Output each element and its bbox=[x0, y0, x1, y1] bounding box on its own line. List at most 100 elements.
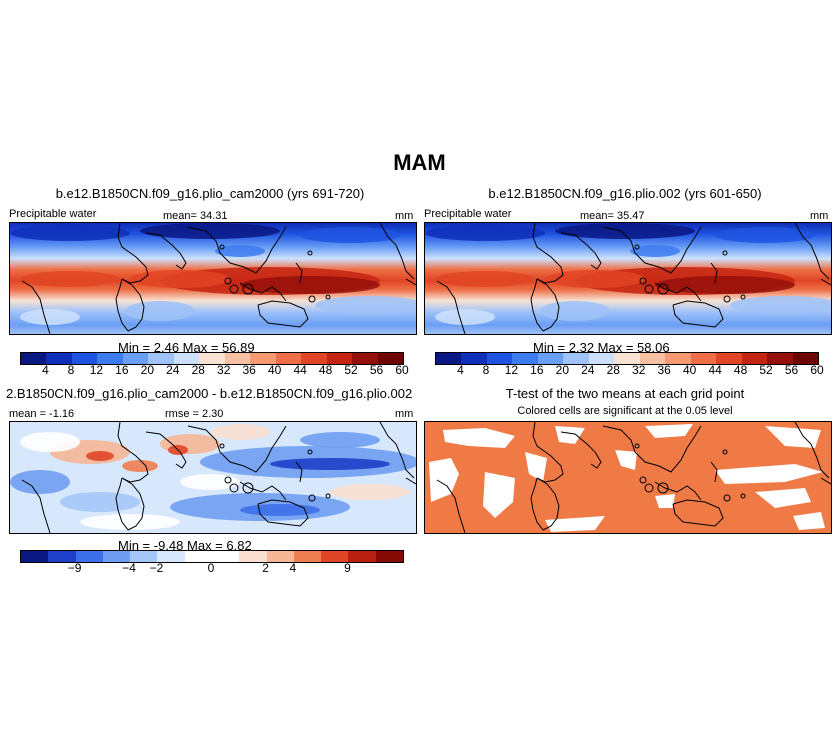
panel1-variable: Precipitable water bbox=[9, 208, 97, 220]
panel3-rmse: rmse = 2.30 bbox=[165, 408, 224, 420]
coastline bbox=[187, 226, 287, 274]
field-anomaly bbox=[315, 296, 416, 314]
field-anomaly bbox=[140, 223, 280, 239]
island bbox=[229, 284, 239, 294]
coastline bbox=[794, 422, 830, 479]
coastline bbox=[295, 461, 303, 483]
field-anomaly bbox=[730, 296, 831, 314]
non-significant-region bbox=[545, 516, 605, 532]
coastline bbox=[820, 477, 831, 485]
field-anomaly bbox=[60, 492, 140, 512]
field-anomaly bbox=[655, 276, 795, 294]
island bbox=[740, 493, 746, 499]
coastline bbox=[21, 479, 51, 533]
panel2-title: b.e12.B1850CN.f09_g16.plio.002 (yrs 601-… bbox=[488, 186, 762, 201]
coastline bbox=[405, 278, 416, 286]
coastline bbox=[121, 477, 145, 531]
colorbar-tick-label: 8 bbox=[67, 363, 75, 377]
colorbar-tick-label: 36 bbox=[657, 363, 671, 377]
coastline bbox=[379, 223, 415, 280]
coastline bbox=[145, 232, 187, 270]
colorbar-tick-label: 28 bbox=[191, 363, 205, 377]
colorbar-tick-label: 12 bbox=[504, 363, 519, 377]
coastline bbox=[710, 461, 718, 483]
field-anomaly bbox=[240, 276, 380, 294]
colorbar-tick-label: 4 bbox=[289, 561, 297, 575]
field-anomaly bbox=[86, 451, 114, 461]
colorbar-tick-label: 52 bbox=[759, 363, 773, 377]
non-significant-region bbox=[655, 494, 675, 508]
colorbar-tick-label: 52 bbox=[344, 363, 358, 377]
colorbar-tick-label: 12 bbox=[89, 363, 104, 377]
coastline bbox=[117, 422, 149, 483]
coastline bbox=[672, 499, 724, 527]
island bbox=[657, 283, 669, 295]
island bbox=[723, 494, 731, 502]
coastline bbox=[115, 477, 129, 531]
panel1-mean: mean= 34.31 bbox=[163, 210, 228, 222]
island bbox=[722, 250, 728, 256]
panel2-minmax: Min = 2.32 Max = 58.06 bbox=[533, 340, 670, 355]
panel2-units: mm bbox=[810, 210, 829, 222]
non-significant-region bbox=[793, 512, 825, 530]
field-anomaly bbox=[20, 271, 120, 287]
coastline bbox=[654, 481, 702, 501]
coastline bbox=[257, 300, 309, 328]
colorbar-tick-label: 2 bbox=[262, 561, 269, 575]
colorbar-tick-label: 8 bbox=[482, 363, 490, 377]
field-anomaly bbox=[210, 424, 270, 440]
coastline bbox=[295, 262, 303, 284]
island bbox=[219, 443, 225, 449]
island bbox=[224, 476, 232, 484]
coastline bbox=[536, 477, 560, 531]
field-anomaly bbox=[240, 504, 320, 516]
island bbox=[307, 449, 313, 455]
colorbar-tick-label: −4 bbox=[122, 561, 136, 575]
coastline bbox=[530, 278, 544, 332]
panel3-map bbox=[9, 421, 417, 534]
field-anomaly bbox=[715, 227, 815, 243]
field-anomaly bbox=[125, 301, 195, 321]
colorbar-tick-label: 56 bbox=[784, 363, 799, 377]
island bbox=[723, 295, 731, 303]
coastline bbox=[145, 431, 187, 469]
island bbox=[224, 277, 232, 285]
panel3-mean: mean = -1.16 bbox=[9, 408, 75, 420]
colorbar-tick-label: 40 bbox=[682, 363, 697, 377]
island bbox=[722, 449, 728, 455]
coastline bbox=[530, 477, 544, 531]
coastline bbox=[379, 422, 415, 479]
season-title: MAM bbox=[393, 150, 446, 175]
non-significant-region bbox=[765, 426, 821, 448]
field-anomaly bbox=[630, 245, 680, 257]
island bbox=[634, 443, 640, 449]
coastline bbox=[820, 278, 831, 286]
island bbox=[644, 284, 654, 294]
panel2-colorbar-labels: 4 8 12 16 20 24 28 32 36 40 44 48 52 56 60 bbox=[435, 363, 824, 379]
panel2-map bbox=[424, 222, 832, 335]
non-significant-region bbox=[429, 458, 459, 502]
coastline bbox=[117, 223, 149, 284]
panel2-colorbar bbox=[435, 352, 819, 365]
colorbar-tick-label: 9 bbox=[344, 561, 351, 575]
colorbar-tick-label: 56 bbox=[369, 363, 384, 377]
coastline bbox=[794, 223, 830, 280]
field-anomaly bbox=[10, 470, 70, 494]
island bbox=[657, 482, 669, 494]
coastline bbox=[536, 278, 560, 332]
colorbar-tick-label: 20 bbox=[140, 363, 155, 377]
coastline bbox=[115, 278, 129, 332]
panel4-map bbox=[424, 421, 832, 534]
field-anomaly bbox=[435, 309, 495, 325]
field-anomaly bbox=[425, 225, 545, 241]
coastline bbox=[532, 422, 564, 483]
panel4-subtitle: Colored cells are significant at the 0.0… bbox=[517, 405, 733, 417]
coastline bbox=[710, 262, 718, 284]
island bbox=[219, 244, 225, 250]
non-significant-region bbox=[715, 464, 823, 484]
colorbar-tick-label: 48 bbox=[318, 363, 333, 377]
non-significant-region bbox=[555, 426, 585, 444]
field-anomaly bbox=[540, 301, 610, 321]
coastline bbox=[560, 431, 602, 469]
field-anomaly bbox=[20, 309, 80, 325]
